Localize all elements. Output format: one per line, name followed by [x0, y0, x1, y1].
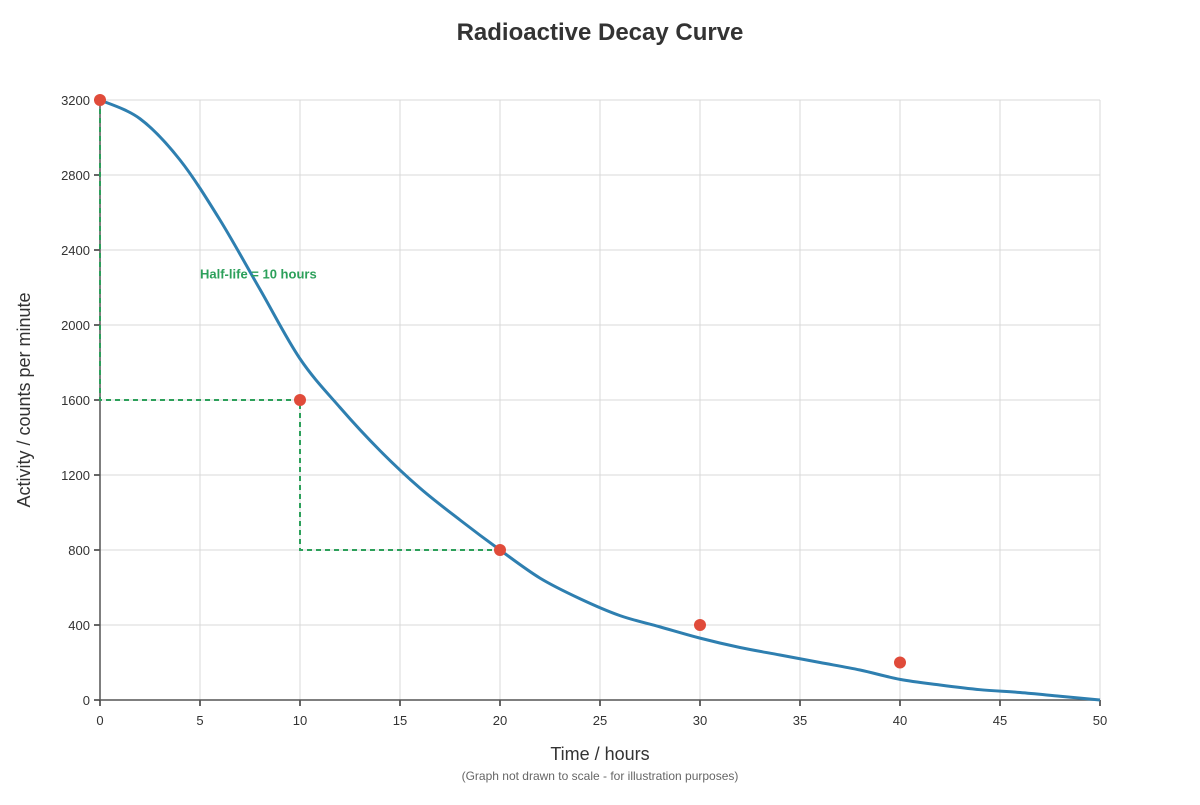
x-tick-label: 25 — [593, 713, 607, 728]
decay-curve — [99, 98, 1101, 702]
x-tick-label: 50 — [1093, 713, 1107, 728]
x-tick-label: 0 — [96, 713, 103, 728]
x-tick-label: 20 — [493, 713, 507, 728]
x-tick-label: 35 — [793, 713, 807, 728]
y-tick-label: 1200 — [61, 468, 90, 483]
y-tick-label: 3200 — [61, 93, 90, 108]
data-point — [494, 544, 506, 556]
decay-curve-group — [99, 98, 1101, 702]
x-tick-label: 30 — [693, 713, 707, 728]
y-tick-label: 400 — [68, 618, 90, 633]
y-tick-label: 2400 — [61, 243, 90, 258]
chart-title: Radioactive Decay Curve — [457, 19, 744, 46]
data-point — [894, 656, 906, 669]
data-point — [694, 619, 706, 631]
y-axis-title: Activity / counts per minute — [14, 292, 34, 507]
x-tick-label: 10 — [293, 713, 307, 728]
data-points — [94, 94, 906, 669]
y-tick-label: 1600 — [61, 393, 90, 408]
x-tick-label: 5 — [196, 713, 203, 728]
y-tick-label: 2800 — [61, 168, 90, 183]
y-tick-label: 2000 — [61, 318, 90, 333]
x-tick-label: 40 — [893, 713, 907, 728]
y-tick-label: 0 — [83, 693, 90, 708]
x-axis-title: Time / hours — [550, 744, 649, 764]
half-life-annotation: Half-life = 10 hours — [200, 266, 317, 281]
x-tick-label: 15 — [393, 713, 407, 728]
axes: 0 5 10 15 20 25 30 35 40 45 50 0 400 800 1200 1600 2000 2… — [61, 93, 1107, 728]
y-tick-label: 800 — [68, 543, 90, 558]
data-point — [294, 394, 306, 406]
footnote: (Graph not drawn to scale - for illustra… — [462, 769, 739, 783]
data-point — [94, 94, 106, 106]
x-tick-label: 45 — [993, 713, 1007, 728]
